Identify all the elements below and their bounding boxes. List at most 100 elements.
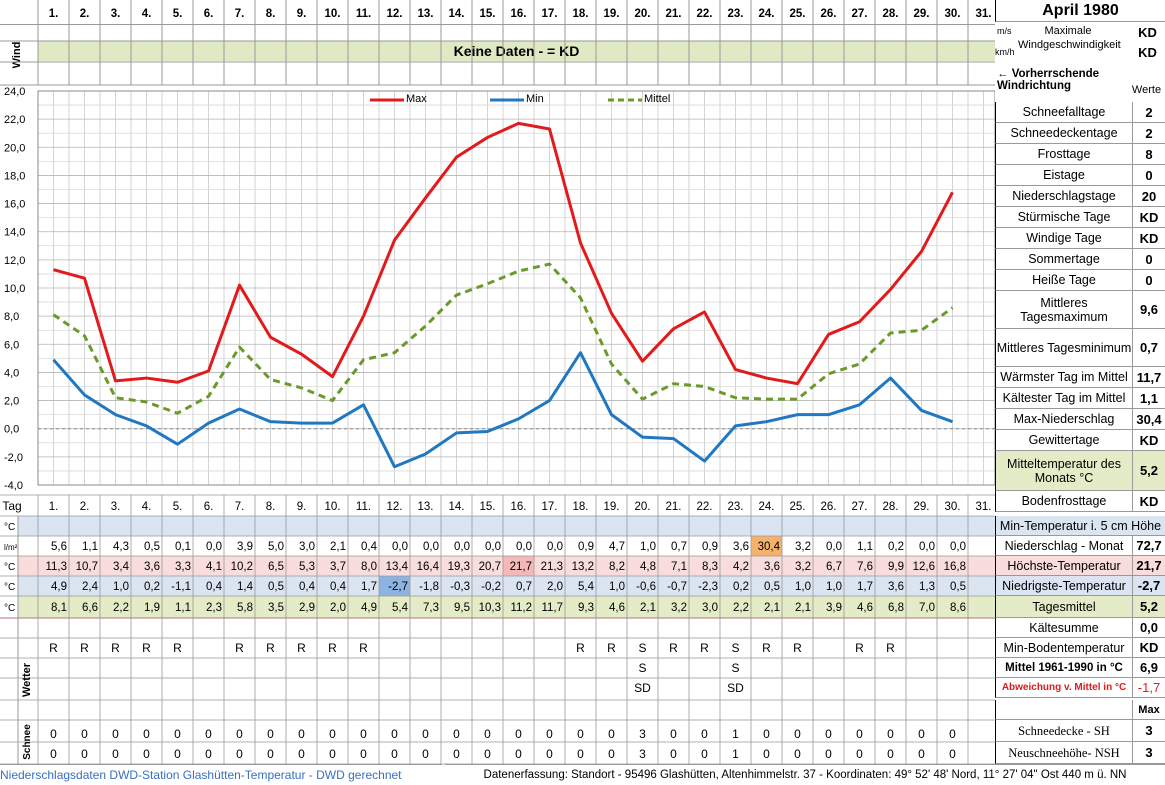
- day-header-cell: 28.: [883, 501, 899, 513]
- day-header-cell: 3.: [111, 501, 121, 513]
- summary-value: -1,7: [1132, 678, 1165, 697]
- snow-depth-cell: 0: [825, 727, 832, 741]
- new-snow-cell: 0: [701, 747, 708, 761]
- new-snow-cell: 3: [639, 747, 646, 761]
- y-tick-label: -4,0: [4, 480, 23, 492]
- unit-label: l/m²: [4, 543, 18, 552]
- day-header-cell: 14.: [449, 501, 465, 513]
- snow-depth-cell: 0: [422, 727, 429, 741]
- y-tick-label: 12,0: [4, 255, 25, 267]
- day-header-cell: 18.: [573, 501, 589, 513]
- day-header-cell: 29.: [914, 501, 930, 513]
- new-snow-cell: 0: [763, 747, 770, 761]
- legend-mittel-swatch: [608, 93, 642, 107]
- new-snow-cell: 0: [298, 747, 305, 761]
- table-cell: 2,1: [764, 602, 780, 614]
- snow-depth-cell: 0: [81, 727, 88, 741]
- day-header-cell: 23.: [728, 501, 744, 513]
- y-tick-label: 22,0: [4, 114, 25, 126]
- summary-row: Abweichung v. Mittel in °C-1,7: [995, 678, 1165, 698]
- summary-label: Höchste-Temperatur: [996, 559, 1132, 573]
- stat-label: Mitteltemperatur des Monats °C: [996, 457, 1132, 485]
- max-wind-label: Maximale Windgeschwindigkeit: [1018, 24, 1118, 62]
- day-header-cell: 29.: [914, 8, 930, 20]
- new-snow-cell: 0: [205, 747, 212, 761]
- min-5cm-row-bg: [18, 516, 995, 536]
- summary-label: Niedrigste-Temperatur: [996, 579, 1132, 593]
- table-cell: 1,9: [144, 602, 160, 614]
- table-cell: 4,6: [609, 602, 625, 614]
- table-cell: -0,6: [636, 581, 656, 593]
- summary-value: 72,7: [1132, 536, 1165, 555]
- table-cell: 6,6: [82, 602, 98, 614]
- stat-value: 5,2: [1132, 451, 1165, 490]
- table-cell: 21,7: [510, 561, 532, 573]
- snow-depth-cell: 0: [794, 727, 801, 741]
- unit-ms: m/s: [997, 26, 1017, 36]
- new-snow-cell: 0: [360, 747, 367, 761]
- snow-depth-cell: 0: [608, 727, 615, 741]
- snow-depth-cell: 0: [887, 727, 894, 741]
- day-header-cell: 7.: [235, 8, 245, 20]
- day-header-cell: 8.: [266, 501, 276, 513]
- table-cell: 3,2: [671, 602, 687, 614]
- table-cell: 0,9: [578, 541, 594, 553]
- table-cell: 0,5: [950, 581, 966, 593]
- day-header-cell: 19.: [604, 501, 620, 513]
- new-snow-cell: 0: [81, 747, 88, 761]
- weather-code-cell: R: [142, 641, 151, 655]
- stat-label: Frosttage: [996, 147, 1132, 161]
- table-cell: 5,4: [392, 602, 409, 614]
- snow-depth-cell: 0: [391, 727, 398, 741]
- table-cell: 9,5: [454, 602, 470, 614]
- new-snow-cell: 0: [112, 747, 119, 761]
- new-snow-cell: 0: [918, 747, 925, 761]
- max-wind-kmh: KD: [1130, 44, 1165, 62]
- snow-depth-cell: 0: [515, 727, 522, 741]
- table-cell: 4,9: [51, 581, 67, 593]
- weather-code-cell: R: [359, 641, 368, 655]
- snow-depth-cell: 0: [453, 727, 460, 741]
- table-cell: -0,3: [450, 581, 470, 593]
- day-header-cell: 25.: [790, 8, 806, 20]
- day-header-cell: 12.: [387, 8, 403, 20]
- day-header-cell: 21.: [666, 501, 682, 513]
- weather-code-cell: R: [297, 641, 306, 655]
- table-cell: 10,2: [231, 561, 253, 573]
- snow-depth-cell: 0: [205, 727, 212, 741]
- stat-label: Schneefalltage: [996, 105, 1132, 119]
- table-cell: -2,7: [388, 581, 408, 593]
- table-cell: 0,2: [144, 581, 160, 593]
- table-cell: 0,7: [671, 541, 687, 553]
- table-cell: 3,6: [733, 541, 749, 553]
- day-header-cell: 24.: [759, 501, 775, 513]
- snow-depth-cell: 0: [329, 727, 336, 741]
- table-cell: 4,1: [206, 561, 222, 573]
- stat-label: Bodenfrosttage: [996, 494, 1132, 508]
- table-cell: 1,0: [826, 581, 842, 593]
- stat-value: KD: [1132, 228, 1165, 248]
- new-snow-cell: 0: [267, 747, 274, 761]
- summary-value: 3: [1132, 720, 1165, 741]
- table-cell: 0,0: [206, 541, 222, 553]
- summary-label: Abweichung v. Mittel in °C: [996, 681, 1132, 695]
- summary-value: 0,0: [1132, 618, 1165, 637]
- stat-value: 8: [1132, 144, 1165, 164]
- new-snow-cell: 0: [825, 747, 832, 761]
- day-header-cell: 23.: [728, 8, 744, 20]
- table-cell: 2,1: [330, 541, 346, 553]
- stat-label: Min-Temperatur i. 5 cm Höhe: [996, 519, 1165, 533]
- new-snow-cell: 0: [856, 747, 863, 761]
- day-header-cell: 5.: [173, 8, 183, 20]
- table-cell: 10,7: [76, 561, 98, 573]
- snow-depth-cell: 0: [546, 727, 553, 741]
- legend-mittel-label: Mittel: [644, 93, 670, 105]
- table-cell: 1,0: [640, 541, 656, 553]
- y-tick-label: -2,0: [4, 452, 23, 464]
- day-header-cell: 9.: [297, 8, 307, 20]
- table-cell: 7,3: [423, 602, 439, 614]
